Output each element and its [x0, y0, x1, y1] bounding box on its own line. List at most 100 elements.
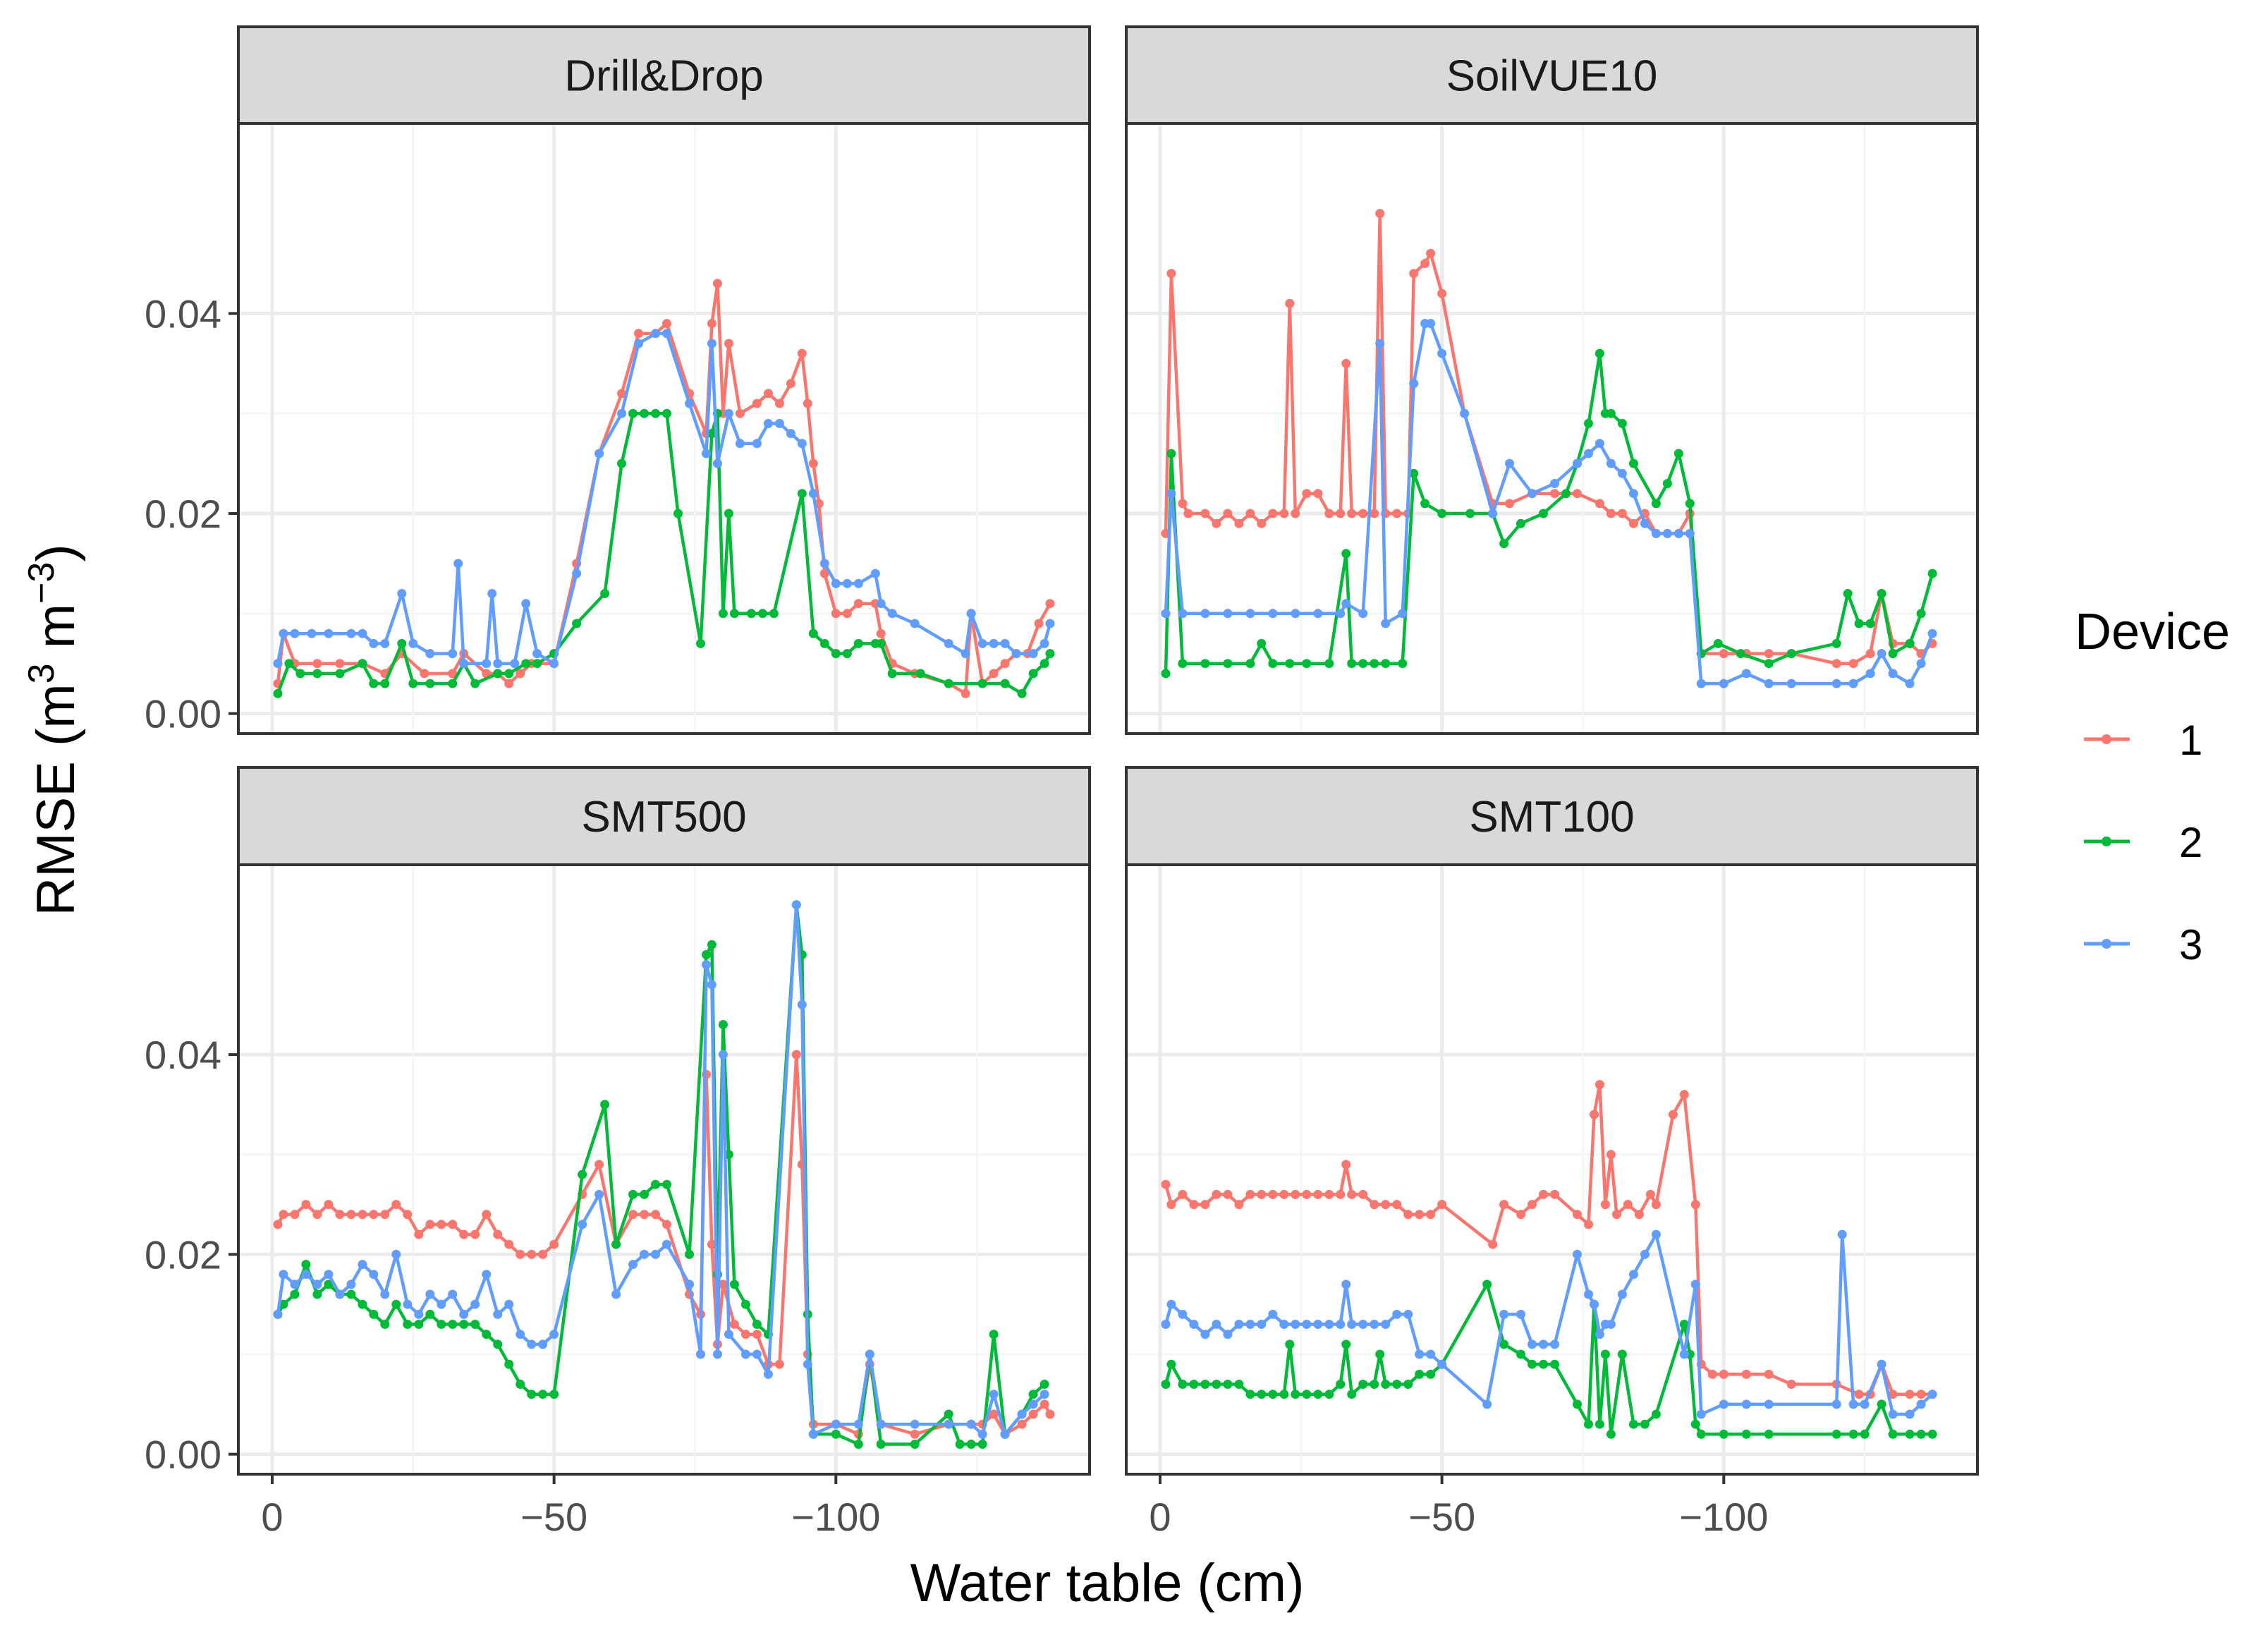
- data-point: [578, 1220, 587, 1229]
- data-point: [1662, 479, 1672, 488]
- data-point: [989, 638, 999, 648]
- data-point: [1888, 1429, 1898, 1439]
- data-point: [1341, 549, 1351, 559]
- data-point: [1040, 1380, 1049, 1389]
- data-point: [1905, 1409, 1915, 1419]
- data-point: [1028, 1399, 1038, 1409]
- data-point: [1437, 509, 1447, 518]
- data-point: [865, 1349, 874, 1359]
- data-point: [876, 628, 886, 638]
- data-point: [831, 1429, 841, 1439]
- data-point: [346, 628, 356, 638]
- data-point: [724, 408, 733, 418]
- data-point: [403, 1320, 413, 1329]
- data-point: [617, 408, 626, 418]
- data-point: [1584, 418, 1593, 428]
- data-point: [640, 408, 649, 418]
- data-point: [1358, 609, 1368, 619]
- data-point: [887, 669, 897, 679]
- data-point: [718, 1020, 728, 1030]
- data-point: [1028, 1409, 1038, 1419]
- data-point: [453, 559, 463, 569]
- data-point: [634, 329, 643, 339]
- data-point: [1000, 638, 1010, 648]
- data-point: [1865, 619, 1875, 628]
- y-tick-label: 0.00: [145, 1433, 221, 1477]
- data-point: [634, 339, 643, 348]
- data-point: [1673, 449, 1683, 458]
- data-point: [718, 609, 728, 619]
- data-point: [1183, 509, 1193, 518]
- data-point: [1045, 619, 1055, 628]
- data-point: [324, 1280, 334, 1289]
- axis-labels: Water table (cm) RMSE (m3 m−3): [21, 544, 1304, 1613]
- data-point: [696, 638, 705, 648]
- data-point: [1166, 1299, 1176, 1309]
- data-point: [346, 1210, 356, 1220]
- data-point: [600, 1100, 610, 1110]
- data-point: [651, 1249, 660, 1259]
- data-point: [1905, 1429, 1915, 1439]
- data-point: [1200, 1200, 1210, 1210]
- data-point: [324, 1200, 334, 1210]
- data-point: [774, 418, 784, 428]
- data-point: [1690, 1200, 1700, 1210]
- data-point: [1161, 669, 1171, 679]
- data-point: [1437, 348, 1447, 358]
- data-point: [1166, 1200, 1176, 1210]
- data-point: [808, 1429, 818, 1439]
- data-point: [1764, 1429, 1774, 1439]
- x-tick-label: 0: [261, 1495, 283, 1539]
- data-point: [521, 659, 531, 669]
- data-point: [1212, 1380, 1221, 1389]
- data-point: [346, 1280, 356, 1289]
- data-point: [1341, 1280, 1351, 1289]
- data-point: [1550, 1359, 1559, 1369]
- data-point: [870, 569, 880, 578]
- data-point: [1539, 1339, 1548, 1349]
- data-point: [1848, 1399, 1858, 1409]
- data-point: [1324, 1390, 1334, 1399]
- data-point: [1685, 528, 1695, 538]
- data-point: [752, 1330, 762, 1339]
- data-point: [702, 960, 711, 970]
- facet-strip: [237, 25, 1091, 125]
- data-point: [966, 609, 976, 619]
- data-point: [470, 1299, 480, 1309]
- data-point: [1617, 418, 1627, 428]
- data-point: [876, 599, 886, 609]
- legend-label: 3: [2179, 921, 2202, 968]
- data-point: [707, 339, 717, 348]
- data-point: [808, 458, 818, 468]
- data-point: [1302, 659, 1312, 669]
- series-device-3: [273, 900, 1049, 1439]
- data-point: [1045, 599, 1055, 609]
- data-point: [1178, 609, 1188, 619]
- data-point: [369, 1309, 379, 1319]
- data-point: [712, 458, 722, 468]
- data-point: [510, 659, 520, 669]
- data-point: [803, 1359, 812, 1369]
- panel-border: [1125, 863, 1979, 1476]
- data-point: [1223, 1380, 1233, 1389]
- data-point: [1370, 1200, 1379, 1210]
- data-point: [538, 1390, 548, 1399]
- data-point: [549, 1330, 559, 1339]
- x-tick-label: −100: [1679, 1495, 1768, 1539]
- data-point: [628, 1189, 638, 1199]
- data-point: [1843, 589, 1853, 598]
- data-point: [470, 1229, 480, 1239]
- data-point: [482, 1270, 492, 1280]
- facet-panels: Drill&Drop 0.00 0.02 0.04 SoilVUE10 SMT500 0.0…: [145, 25, 1979, 1539]
- data-point: [977, 679, 987, 688]
- data-point: [358, 1260, 367, 1270]
- data-point: [1381, 619, 1391, 628]
- data-point: [279, 628, 288, 638]
- data-point: [1178, 1380, 1188, 1389]
- data-point: [628, 1210, 638, 1220]
- data-point: [437, 1299, 446, 1309]
- data-point: [1584, 1220, 1593, 1229]
- data-point: [1245, 509, 1255, 518]
- data-point: [1178, 499, 1188, 509]
- data-point: [414, 1320, 424, 1329]
